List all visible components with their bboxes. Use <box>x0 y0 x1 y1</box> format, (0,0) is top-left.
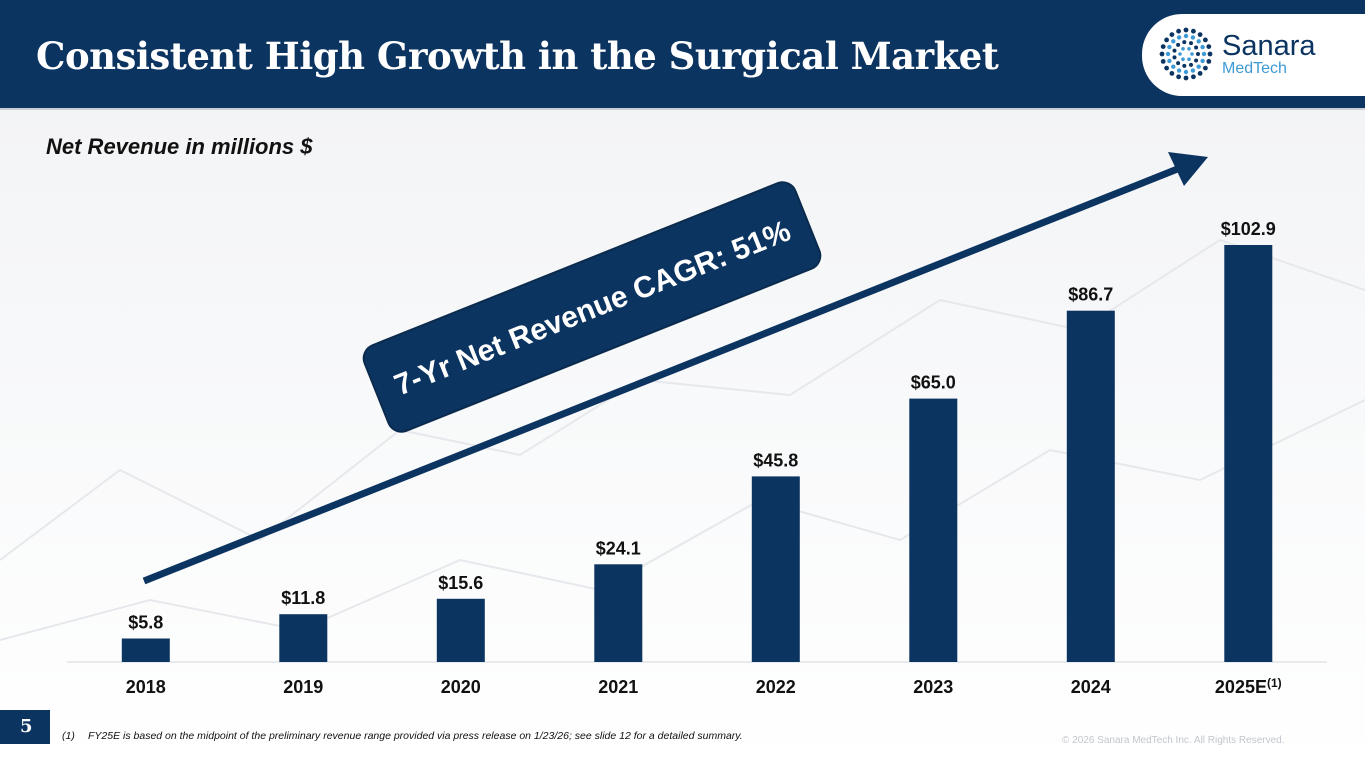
trend-arrowhead-icon <box>1168 152 1208 186</box>
tick-label-2024: 2024 <box>1071 677 1111 697</box>
data-label-2019: $11.8 <box>281 588 325 608</box>
logo-mark-icon <box>1159 27 1213 81</box>
tick-label-2018: 2018 <box>126 677 166 697</box>
tick-label-2023: 2023 <box>913 677 953 697</box>
page-title: Consistent High Growth in the Surgical M… <box>36 34 999 78</box>
footnote-text: FY25E is based on the midpoint of the pr… <box>88 730 743 742</box>
bar-2022 <box>751 476 800 662</box>
data-label-2022: $45.8 <box>753 450 798 470</box>
bar-2025E <box>1224 245 1273 662</box>
trend-arrow-line <box>142 164 1182 585</box>
bar-2023 <box>909 398 958 662</box>
data-label-2021: $24.1 <box>596 538 641 558</box>
data-label-2018: $5.8 <box>128 613 163 633</box>
page-number: 5 <box>20 716 33 737</box>
data-label-2024: $86.7 <box>1068 285 1113 305</box>
data-label-2023: $65.0 <box>911 373 956 393</box>
cagr-callout: 7-Yr Net Revenue CAGR: 51% <box>362 181 822 433</box>
bar-2019 <box>279 614 328 662</box>
bar-2021 <box>594 564 643 662</box>
logo-subname: MedTech <box>1222 60 1287 77</box>
page-number-badge <box>0 710 50 744</box>
header-bar <box>0 0 1365 108</box>
data-label-2020: $15.6 <box>438 573 483 593</box>
footnote-marker: (1) <box>62 730 75 742</box>
bar-2020 <box>436 598 485 662</box>
tick-label-2019: 2019 <box>283 677 323 697</box>
tick-label-2020: 2020 <box>441 677 481 697</box>
data-label-2025E: $102.9 <box>1221 219 1276 239</box>
cagr-callout-box <box>362 181 822 433</box>
bar-2024 <box>1066 310 1115 662</box>
cagr-callout-text: 7-Yr Net Revenue CAGR: 51% <box>390 214 795 402</box>
tick-label-2021: 2021 <box>598 677 638 697</box>
header-divider <box>0 108 1365 110</box>
bar-2018 <box>121 638 170 662</box>
copyright-notice: © 2026 Sanara MedTech Inc. All Rights Re… <box>1062 735 1285 746</box>
logo-name: Sanara <box>1222 30 1316 62</box>
tick-label-2022: 2022 <box>756 677 796 697</box>
company-logo: Sanara MedTech <box>1142 14 1365 96</box>
tick-label-2025E: 2025E(1) <box>1215 676 1282 697</box>
slide-background <box>0 108 1365 767</box>
chart-subtitle: Net Revenue in millions $ <box>46 134 313 159</box>
footnote: (1) FY25E is based on the midpoint of the… <box>62 729 743 743</box>
